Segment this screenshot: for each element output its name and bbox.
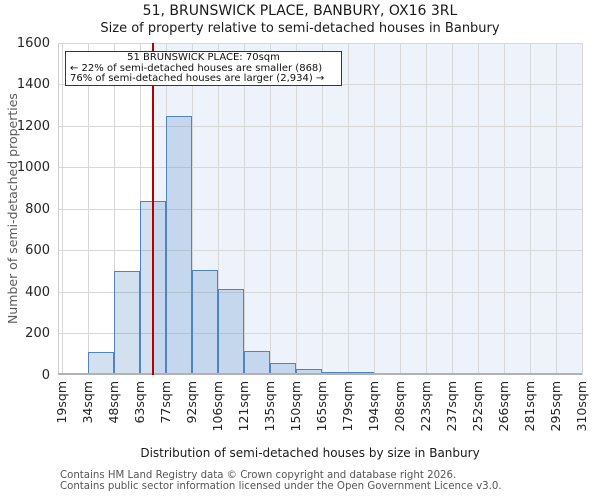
annotation-property-label: 51 BRUNSWICK PLACE: 70sqm xyxy=(127,52,280,63)
y-gridline xyxy=(58,291,582,293)
y-tick-label: 1400 xyxy=(16,77,50,92)
x-tick-label: 223sqm xyxy=(418,381,433,432)
x-tick-label: 266sqm xyxy=(496,381,511,432)
chart-subtitle: Size of property relative to semi-detach… xyxy=(100,21,500,36)
x-tick-label: 135sqm xyxy=(262,381,277,432)
x-tick-label: 194sqm xyxy=(366,381,381,432)
y-gridline xyxy=(58,125,582,127)
histogram-bar xyxy=(88,352,114,375)
y-tick-label: 800 xyxy=(25,201,50,217)
y-gridline xyxy=(58,208,582,210)
histogram-bar xyxy=(244,351,270,375)
y-gridline xyxy=(58,333,582,334)
x-tick-label: 121sqm xyxy=(236,381,251,432)
x-tick-label: 165sqm xyxy=(314,381,329,432)
x-tick-label: 106sqm xyxy=(210,381,225,432)
y-tick-label: 1000 xyxy=(16,160,50,175)
histogram-bar xyxy=(166,116,192,375)
x-gridline xyxy=(581,43,583,375)
chart-title: 51, BRUNSWICK PLACE, BANBURY, OX16 3RL xyxy=(142,3,458,19)
x-axis-label: Distribution of semi-detached houses by … xyxy=(140,446,480,460)
y-tick-label: 1600 xyxy=(16,35,50,51)
x-tick-label: 77sqm xyxy=(158,381,173,424)
x-axis-line xyxy=(58,373,582,375)
annotation-larger-stat: 76% of semi-detached houses are larger (… xyxy=(70,73,325,85)
y-gridline xyxy=(58,43,582,44)
x-tick-label: 310sqm xyxy=(574,381,589,432)
y-tick-label: 0 xyxy=(41,367,50,383)
y-gridline xyxy=(58,167,582,168)
y-gridline xyxy=(58,250,582,251)
attribution-line-2: Contains public sector information licen… xyxy=(60,481,502,493)
x-tick-label: 92sqm xyxy=(184,381,199,424)
y-tick-label: 600 xyxy=(25,243,50,258)
x-tick-label: 34sqm xyxy=(80,381,95,424)
x-tick-label: 252sqm xyxy=(470,381,485,432)
histogram-bar xyxy=(218,289,244,375)
plot-area xyxy=(58,43,583,375)
x-tick-label: 150sqm xyxy=(288,381,303,432)
y-axis-line xyxy=(58,43,59,375)
y-tick-label: 1200 xyxy=(16,118,50,134)
x-tick-label: 208sqm xyxy=(392,381,407,432)
y-tick-label: 200 xyxy=(25,326,50,341)
x-tick-label: 179sqm xyxy=(340,381,355,432)
x-tick-label: 19sqm xyxy=(54,381,69,424)
property-size-marker-line xyxy=(152,43,154,375)
x-tick-label: 295sqm xyxy=(548,381,563,432)
x-tick-label: 281sqm xyxy=(522,381,537,432)
annotation-box: 51 BRUNSWICK PLACE: 70sqm ← 22% of semi-… xyxy=(65,51,342,86)
annotation-smaller-stat: ← 22% of semi-detached houses are smalle… xyxy=(70,62,323,74)
x-tick-label: 48sqm xyxy=(106,381,121,424)
x-tick-label: 237sqm xyxy=(444,381,459,432)
attribution-line-1: Contains HM Land Registry data © Crown c… xyxy=(60,470,457,481)
attribution: Contains HM Land Registry data © Crown c… xyxy=(60,470,502,493)
x-tick-label: 63sqm xyxy=(132,381,147,424)
y-tick-label: 400 xyxy=(25,284,50,300)
histogram-bar xyxy=(192,270,218,375)
histogram-bar xyxy=(114,271,140,375)
